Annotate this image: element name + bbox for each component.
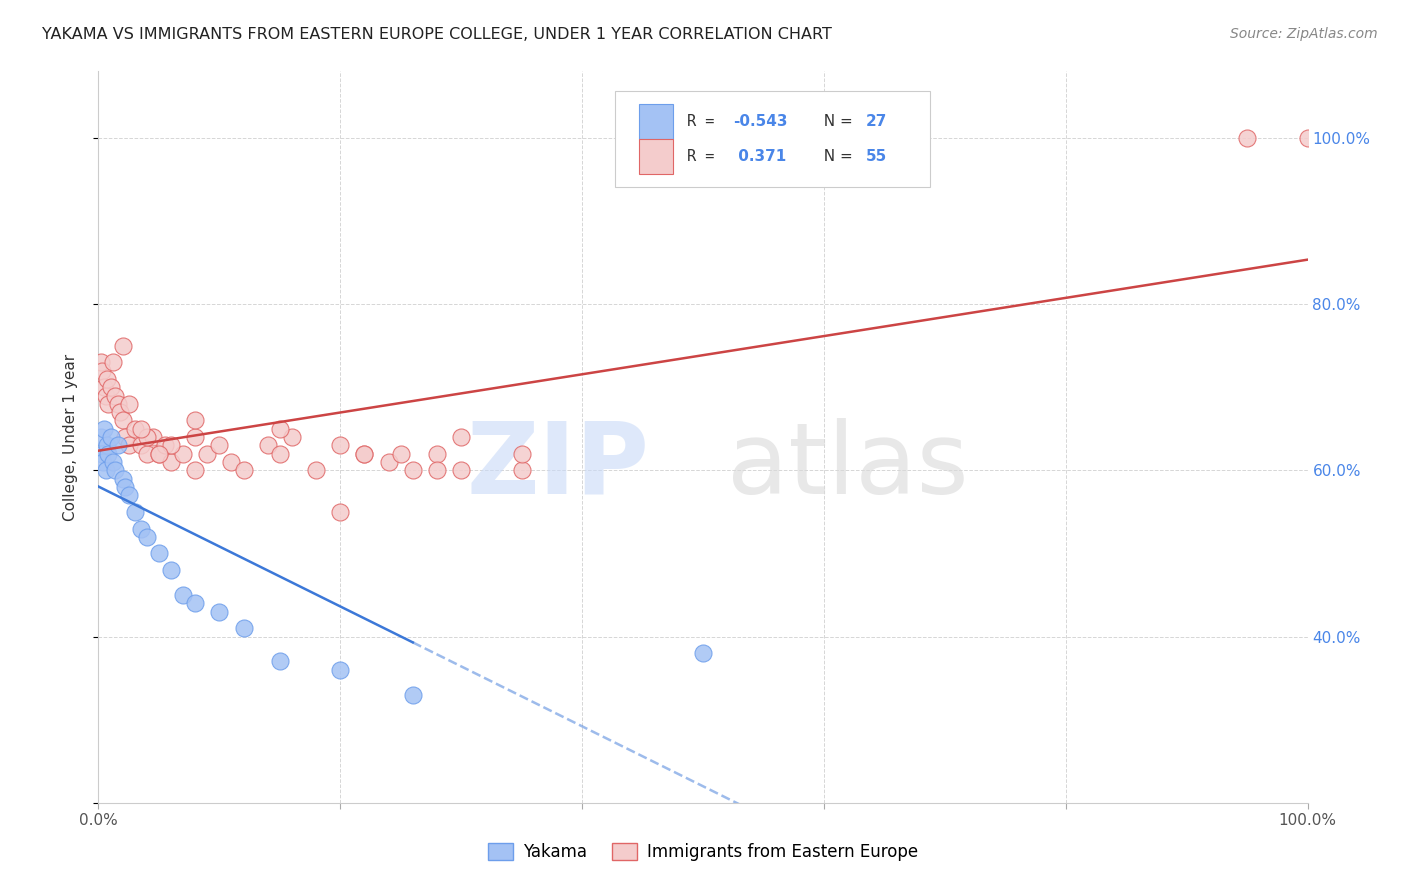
Point <box>124 505 146 519</box>
Point <box>329 505 352 519</box>
Point <box>94 463 117 477</box>
Point <box>111 413 134 427</box>
Point <box>353 447 375 461</box>
Text: atlas: atlas <box>727 417 969 515</box>
Point <box>129 438 152 452</box>
Point <box>426 447 449 461</box>
Point <box>208 605 231 619</box>
Point <box>426 463 449 477</box>
Text: 55: 55 <box>866 150 887 164</box>
Point <box>108 405 131 419</box>
Point <box>135 430 157 444</box>
Point <box>377 455 399 469</box>
Point <box>450 463 472 477</box>
Text: 0.371: 0.371 <box>734 150 786 164</box>
Legend: Yakama, Immigrants from Eastern Europe: Yakama, Immigrants from Eastern Europe <box>481 836 925 868</box>
Point <box>142 430 165 444</box>
Point <box>94 388 117 402</box>
Point <box>100 380 122 394</box>
Point <box>90 355 112 369</box>
Point <box>172 588 194 602</box>
Point <box>129 521 152 535</box>
Point <box>107 438 129 452</box>
Point <box>118 488 141 502</box>
Text: -0.543: -0.543 <box>734 113 787 128</box>
Point <box>329 438 352 452</box>
Point <box>305 463 328 477</box>
Point <box>124 422 146 436</box>
Point <box>148 447 170 461</box>
Point <box>96 372 118 386</box>
Y-axis label: College, Under 1 year: College, Under 1 year <box>63 353 77 521</box>
Point <box>111 338 134 352</box>
Point <box>221 455 243 469</box>
Point <box>91 447 114 461</box>
Point <box>160 438 183 452</box>
FancyBboxPatch shape <box>638 139 673 175</box>
Point <box>1296 131 1319 145</box>
Point <box>184 463 207 477</box>
FancyBboxPatch shape <box>638 103 673 138</box>
Point <box>114 480 136 494</box>
Point <box>232 621 254 635</box>
Point <box>100 430 122 444</box>
Point <box>148 546 170 560</box>
Point <box>91 455 114 469</box>
Text: YAKAMA VS IMMIGRANTS FROM EASTERN EUROPE COLLEGE, UNDER 1 YEAR CORRELATION CHART: YAKAMA VS IMMIGRANTS FROM EASTERN EUROPE… <box>42 27 832 42</box>
Text: Source: ZipAtlas.com: Source: ZipAtlas.com <box>1230 27 1378 41</box>
Point <box>1236 131 1258 145</box>
Point <box>256 438 278 452</box>
Point <box>692 646 714 660</box>
Text: N =: N = <box>814 150 858 164</box>
Point <box>402 463 425 477</box>
Point <box>172 447 194 461</box>
Point <box>135 447 157 461</box>
Point <box>93 422 115 436</box>
Point <box>97 397 120 411</box>
Point <box>510 463 533 477</box>
Point <box>135 530 157 544</box>
FancyBboxPatch shape <box>614 91 931 187</box>
Text: ZIP: ZIP <box>467 417 650 515</box>
Point <box>269 447 291 461</box>
Point <box>114 430 136 444</box>
Point <box>101 355 124 369</box>
Point <box>97 447 120 461</box>
Text: N =: N = <box>814 113 858 128</box>
Point <box>129 422 152 436</box>
Point <box>104 388 127 402</box>
Point <box>160 455 183 469</box>
Point <box>402 688 425 702</box>
Point <box>281 430 304 444</box>
Point <box>208 438 231 452</box>
Point <box>101 455 124 469</box>
Point <box>91 363 114 377</box>
Point <box>510 447 533 461</box>
Point <box>329 663 352 677</box>
Point <box>118 438 141 452</box>
Point <box>93 380 115 394</box>
Point <box>160 563 183 577</box>
Point <box>195 447 218 461</box>
Text: R =: R = <box>688 113 724 128</box>
Point <box>184 430 207 444</box>
Point <box>269 655 291 669</box>
Point <box>269 422 291 436</box>
Point <box>389 447 412 461</box>
Point <box>104 463 127 477</box>
Point <box>148 447 170 461</box>
Text: R =: R = <box>688 150 733 164</box>
Point <box>111 472 134 486</box>
Point <box>107 397 129 411</box>
Text: 27: 27 <box>866 113 887 128</box>
Point <box>153 438 176 452</box>
Point <box>232 463 254 477</box>
Point <box>118 397 141 411</box>
Point <box>96 438 118 452</box>
Point <box>90 430 112 444</box>
Point <box>353 447 375 461</box>
Point <box>184 413 207 427</box>
Point <box>184 596 207 610</box>
Point <box>450 430 472 444</box>
